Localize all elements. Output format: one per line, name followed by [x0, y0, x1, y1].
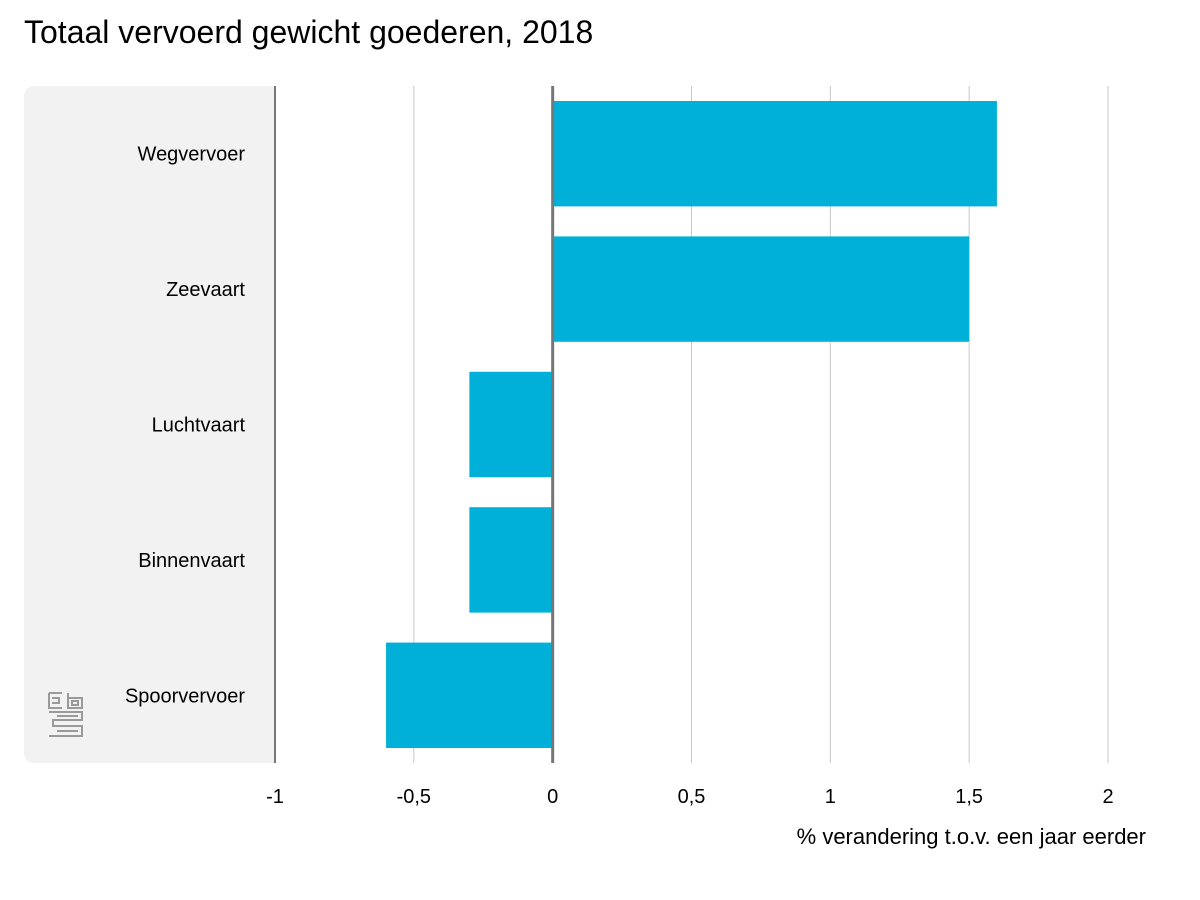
- x-tick-label: -0,5: [397, 786, 431, 808]
- bar: [469, 371, 553, 478]
- bar: [386, 642, 553, 748]
- x-tick-label: 0: [547, 786, 558, 808]
- category-panel: [24, 86, 274, 763]
- x-tick-label: 1: [825, 786, 836, 808]
- category-label: Luchtvaart: [152, 415, 246, 437]
- bar: [552, 101, 997, 207]
- tick-labels: -1 -0,5 0 0,5 1 1,5 2: [266, 786, 1113, 808]
- x-tick-label: 0,5: [678, 786, 706, 808]
- bar: [552, 236, 970, 342]
- category-label: Spoorvervoer: [125, 685, 245, 707]
- category-label: Binnenvaart: [138, 550, 245, 572]
- x-tick-label: 2: [1102, 786, 1113, 808]
- bar: [469, 507, 553, 613]
- category-labels: Wegvervoer Zeevaart Luchtvaart Binnenvaart S…: [125, 144, 246, 708]
- cbs-logo-icon: [48, 692, 83, 737]
- x-tick-label: 1,5: [955, 786, 983, 808]
- category-label: Zeevaart: [166, 279, 245, 301]
- x-axis-label: % verandering t.o.v. een jaar eerder: [796, 824, 1146, 849]
- bars-layer: [386, 101, 997, 748]
- x-tick-label: -1: [266, 786, 284, 808]
- chart-title: Totaal vervoerd gewicht goederen, 2018: [24, 14, 594, 50]
- axis-layer: [274, 86, 555, 763]
- category-label: Wegvervoer: [138, 144, 246, 166]
